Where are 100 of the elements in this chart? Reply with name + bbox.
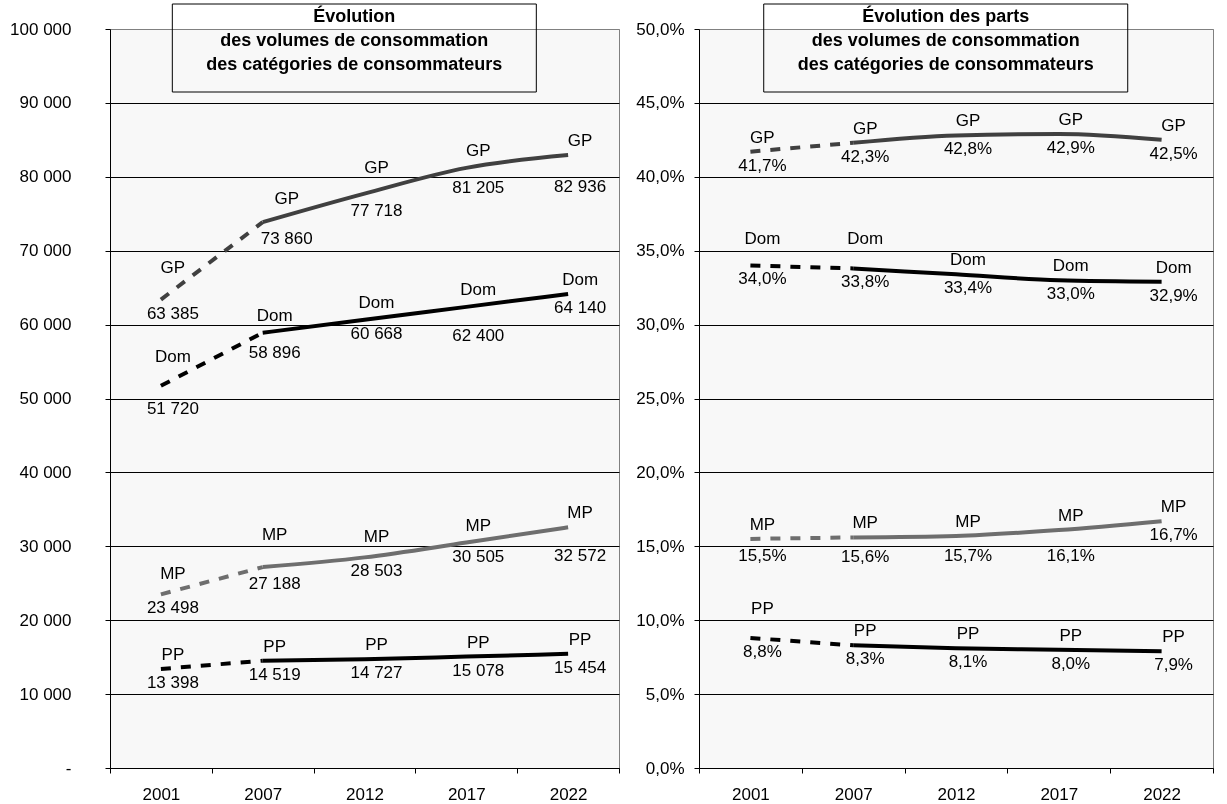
- text: MP: [955, 511, 981, 531]
- text: MP: [261, 525, 288, 545]
- series-label: PP: [161, 644, 185, 664]
- y-tick-label: 20 000: [19, 610, 72, 630]
- data-label: 32 572: [554, 546, 607, 566]
- data-label: 15 078: [452, 660, 505, 680]
- data-label: 8,0%: [1051, 653, 1091, 673]
- data-label: 73 860: [260, 229, 313, 249]
- text: GP: [364, 157, 389, 177]
- series-label: Dom: [256, 305, 293, 325]
- text: Dom: [1155, 257, 1192, 277]
- y-tick-label: 80 000: [19, 167, 72, 187]
- data-label: 51 720: [146, 398, 199, 418]
- x-tick-label: 2022: [549, 784, 588, 804]
- y-tick-label: 35,0%: [636, 241, 685, 261]
- data-label: 7,9%: [1154, 655, 1193, 675]
- data-label: 16,7%: [1149, 525, 1198, 545]
- text: MP: [1160, 497, 1187, 517]
- text: PP: [365, 635, 388, 655]
- data-label: 33,0%: [1046, 284, 1095, 304]
- y-tick-label: 100 000: [10, 19, 72, 39]
- text: GP: [567, 131, 593, 151]
- chart-title: Évolution des parts des volumes de consommation des catégories de consommateurs: [797, 5, 1094, 74]
- x-tick-label: 2012: [346, 784, 384, 804]
- data-label: 34,0%: [738, 269, 787, 289]
- data-label: 15,5%: [738, 545, 787, 565]
- data-label: 8,1%: [948, 652, 988, 672]
- data-label: 64 140: [554, 298, 607, 318]
- text: GP: [1058, 109, 1084, 129]
- text: PP: [853, 621, 877, 641]
- series-label: MP: [1058, 506, 1084, 526]
- y-tick-label: 50 000: [19, 389, 72, 408]
- data-label: 16,1%: [1046, 546, 1095, 566]
- data-label: 33,4%: [943, 278, 993, 298]
- data-label: 14 519: [248, 664, 301, 684]
- series-label: GP: [852, 118, 878, 138]
- y-tick-label: 90 000: [19, 93, 72, 113]
- y-tick-label: 15,0%: [636, 536, 685, 556]
- data-label: 62 400: [452, 325, 505, 345]
- data-label: 8,3%: [845, 649, 885, 669]
- data-label: 30 505: [452, 546, 505, 566]
- x-tick-label: 2001: [142, 784, 181, 804]
- data-label: 81 205: [452, 177, 505, 197]
- text: MP: [567, 503, 593, 523]
- data-label: 23 498: [146, 598, 199, 618]
- data-label: 63 385: [146, 303, 199, 323]
- y-tick-label: 40,0%: [636, 167, 685, 187]
- series-label: GP: [274, 189, 299, 209]
- y-tick-label: 0,0%: [645, 758, 685, 778]
- series-label: PP: [466, 632, 490, 652]
- y-tick-label: 10,0%: [636, 610, 685, 630]
- x-tick-label: 2001: [731, 784, 770, 804]
- data-label: 42,3%: [841, 146, 890, 166]
- data-label: 42,8%: [943, 139, 993, 159]
- data-label: 82 936: [554, 177, 607, 197]
- series-label: Dom: [744, 229, 781, 249]
- text: PP: [956, 624, 980, 644]
- data-label: 15,7%: [943, 545, 993, 565]
- y-tick-label: 30,0%: [636, 315, 685, 335]
- y-tick-label: 30 000: [19, 536, 72, 556]
- x-tick-label: 2017: [1040, 784, 1079, 804]
- y-tick-label: 25,0%: [636, 389, 685, 408]
- data-label: 13 398: [146, 672, 199, 692]
- x-tick-label: 2022: [1143, 784, 1182, 804]
- text: GP: [466, 140, 491, 160]
- data-label: 15,6%: [841, 547, 890, 567]
- text: Dom: [460, 279, 497, 299]
- series-label: PP: [751, 598, 774, 618]
- text: MP: [852, 513, 878, 533]
- x-tick-label: 2012: [937, 784, 976, 804]
- text: Dom: [1052, 256, 1089, 276]
- data-label: 33,8%: [841, 272, 890, 292]
- series-label: GP: [160, 257, 186, 277]
- data-label: 14 727: [350, 663, 403, 683]
- y-tick-label: 50,0%: [636, 19, 685, 39]
- data-label: 58 896: [248, 342, 301, 362]
- series-label: Dom: [950, 250, 986, 270]
- y-tick-label: 60 000: [19, 315, 72, 335]
- text: Dom: [562, 270, 599, 290]
- text: GP: [1161, 115, 1186, 135]
- data-label: 42,9%: [1046, 137, 1095, 157]
- text: PP: [1162, 627, 1185, 647]
- y-tick-label: -: [65, 758, 72, 778]
- text: MP: [363, 527, 390, 547]
- data-label: 77 718: [350, 200, 403, 220]
- text: GP: [955, 111, 981, 131]
- chart-title: Évolution des volumes de consommation des catégories de consommateurs: [206, 5, 503, 74]
- data-label: 42,5%: [1149, 143, 1198, 163]
- data-label: 28 503: [350, 561, 403, 581]
- y-tick-label: 45,0%: [636, 93, 685, 113]
- data-label: 15 454: [554, 657, 607, 677]
- series-label: GP: [750, 127, 775, 147]
- series-label: MP: [465, 515, 492, 535]
- y-tick-label: 20,0%: [636, 462, 685, 482]
- data-label: 27 188: [248, 574, 301, 594]
- data-label: 8,8%: [743, 641, 782, 661]
- text: PP: [263, 636, 287, 656]
- y-tick-label: 10 000: [19, 684, 72, 704]
- y-tick-label: 40 000: [19, 462, 72, 482]
- series-label: MP: [749, 514, 776, 534]
